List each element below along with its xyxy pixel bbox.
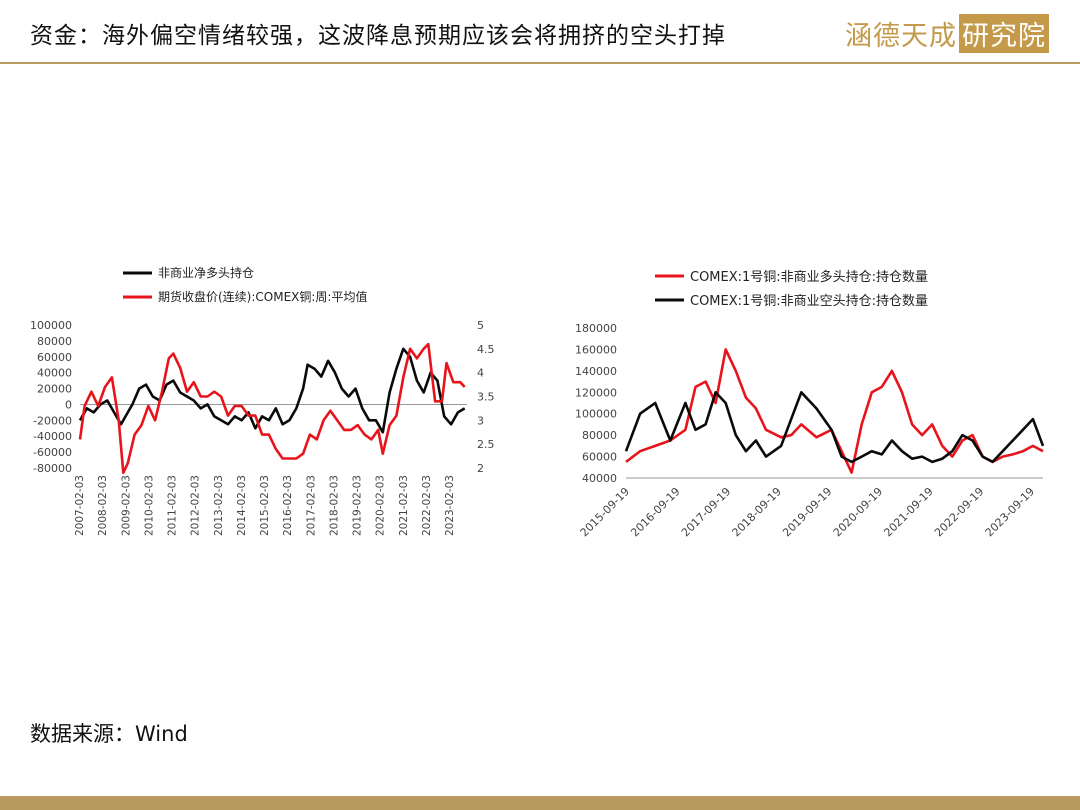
data-source-value: Wind [135, 722, 188, 746]
x-tick-label: 2021-09-19 [881, 485, 935, 539]
y-left-tick-label: 100000 [30, 319, 72, 332]
x-tick-label: 2007-02-03 [74, 475, 86, 536]
y-tick-label: 100000 [575, 408, 617, 421]
x-tick-label: 2017-09-19 [679, 485, 733, 539]
y-tick-label: 80000 [582, 429, 617, 442]
y-left-tick-label: -60000 [33, 446, 72, 459]
brand-logo-box: 研究院 [959, 14, 1049, 53]
x-tick-label: 2023-09-19 [983, 485, 1037, 539]
y-tick-label: 60000 [582, 451, 617, 464]
y-right-tick-label: 3 [477, 414, 484, 427]
x-tick-label: 2014-02-03 [236, 475, 248, 536]
series-line [78, 342, 466, 475]
y-right-tick-label: 3.5 [477, 391, 495, 404]
y-right-tick-label: 5 [477, 319, 484, 332]
y-tick-label: 40000 [582, 472, 617, 485]
y-tick-label: 180000 [575, 322, 617, 335]
y-left-tick-label: 20000 [37, 383, 72, 396]
brand-logo: 涵德天成 研究院 [845, 14, 1049, 53]
legend-label: 期货收盘价(连续):COMEX铜:周:平均值 [158, 289, 367, 304]
y-tick-label: 160000 [575, 343, 617, 356]
footer-bar [0, 796, 1080, 810]
x-tick-label: 2012-02-03 [190, 475, 202, 536]
legend-label: 非商业净多头持仓 [158, 265, 254, 280]
x-tick-label: 2018-02-03 [328, 475, 340, 536]
x-tick-label: 2016-09-19 [628, 485, 682, 539]
x-tick-label: 2015-02-03 [259, 475, 271, 536]
x-tick-label: 2009-02-03 [120, 475, 132, 536]
x-tick-label: 2017-02-03 [305, 475, 317, 536]
y-left-tick-label: -40000 [33, 430, 72, 443]
y-tick-label: 120000 [575, 386, 617, 399]
x-tick-label: 2015-09-19 [578, 485, 632, 539]
y-right-tick-label: 4.5 [477, 343, 495, 356]
series-line [78, 347, 466, 434]
y-left-tick-label: -20000 [33, 414, 72, 427]
data-source-label: 数据来源： [30, 722, 135, 746]
y-right-tick-label: 4 [477, 367, 484, 380]
y-left-tick-label: 0 [65, 398, 72, 411]
x-tick-label: 2008-02-03 [97, 475, 109, 536]
x-tick-label: 2019-02-03 [352, 475, 364, 536]
y-left-tick-label: 40000 [37, 367, 72, 380]
x-tick-label: 2020-09-19 [831, 485, 885, 539]
x-tick-label: 2018-09-19 [730, 485, 784, 539]
x-tick-label: 2010-02-03 [143, 475, 155, 536]
page-title: 资金：海外偏空情绪较强，这波降息预期应该会将拥挤的空头打掉 [30, 23, 726, 49]
x-tick-label: 2020-02-03 [375, 475, 387, 536]
y-right-tick-label: 2.5 [477, 438, 495, 451]
x-tick-label: 2013-02-03 [213, 475, 225, 536]
y-tick-label: 140000 [575, 365, 617, 378]
y-left-tick-label: 80000 [37, 335, 72, 348]
x-tick-label: 2022-02-03 [421, 475, 433, 536]
legend-label: COMEX:1号铜:非商业空头持仓:持仓数量 [690, 294, 928, 309]
x-tick-label: 2011-02-03 [167, 475, 179, 536]
y-left-tick-label: 60000 [37, 351, 72, 364]
data-source: 数据来源：Wind [30, 718, 188, 748]
y-right-tick-label: 2 [477, 462, 484, 475]
x-tick-label: 2023-02-03 [444, 475, 456, 536]
series-line [624, 391, 1045, 464]
legend-label: COMEX:1号铜:非商业多头持仓:持仓数量 [690, 269, 928, 285]
x-tick-label: 2019-09-19 [780, 485, 834, 539]
x-tick-label: 2016-02-03 [282, 475, 294, 536]
brand-logo-text: 涵德天成 [845, 21, 957, 52]
x-tick-label: 2021-02-03 [398, 475, 410, 536]
x-tick-label: 2022-09-19 [932, 485, 986, 539]
long-short-position-chart: COMEX:1号铜:非商业多头持仓:持仓数量 COMEX:1号铜:非商业空头持仓:… [575, 269, 1045, 539]
header-divider [0, 62, 1080, 64]
y-left-tick-label: -80000 [33, 462, 72, 475]
